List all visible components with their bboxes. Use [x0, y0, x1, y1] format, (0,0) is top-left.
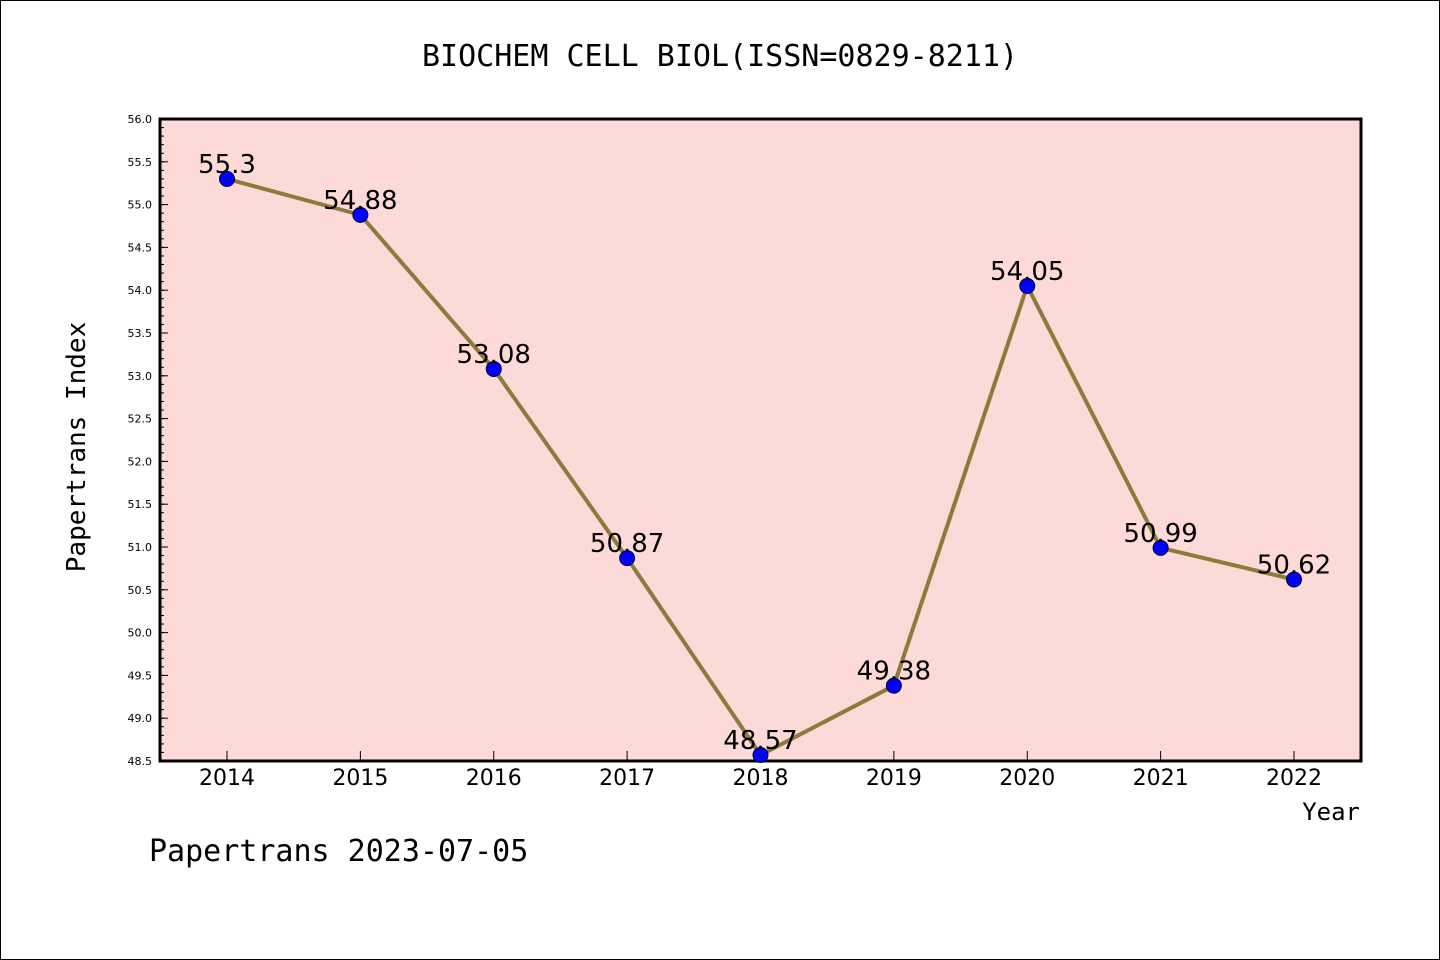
chart-title: BIOCHEM CELL BIOL(ISSN=0829-8211) [422, 39, 1018, 74]
y-tick-label: 51.0 [128, 541, 153, 554]
y-tick-label: 50.5 [128, 584, 153, 597]
data-point [1019, 277, 1036, 294]
data-label: 55.3 [198, 150, 256, 180]
y-tick-label: 53.0 [128, 370, 153, 383]
y-tick-label: 51.5 [128, 498, 153, 511]
y-tick-label: 52.0 [128, 455, 153, 468]
data-label: 50.62 [1257, 551, 1331, 581]
y-tick-label: 49.0 [128, 712, 153, 725]
data-markers [219, 170, 1302, 764]
y-tick-label: 55.5 [128, 156, 153, 169]
y-axis-ticks: 48.5 49.0 49.5 50.0 50.5 51.0 51.5 52.0 52.5 53.0… [128, 113, 168, 768]
data-label: 54.05 [990, 257, 1064, 287]
y-tick-label: 52.5 [128, 413, 153, 426]
plot-area [158, 117, 1363, 763]
data-point [619, 550, 636, 567]
data-label: 50.99 [1123, 519, 1197, 549]
data-point [1152, 539, 1169, 556]
y-tick-label: 55.0 [128, 199, 153, 212]
y-tick-label: 54.5 [128, 241, 153, 254]
data-label: 48.57 [723, 726, 797, 756]
data-point [485, 360, 502, 377]
x-tick-label: 2017 [599, 766, 655, 791]
x-tick-label: 2015 [332, 766, 388, 791]
data-point [352, 206, 369, 223]
x-axis-label: Year [1302, 798, 1360, 826]
y-tick-label: 56.0 [128, 113, 153, 126]
y-tick-label: 48.5 [128, 755, 153, 768]
y-tick-label: 53.5 [128, 327, 153, 340]
data-label: 54.88 [323, 186, 397, 216]
x-tick-label: 2020 [999, 766, 1055, 791]
x-axis-ticks: 2014 2015 2016 2017 2018 2019 2020 2021 2022 [199, 751, 1322, 791]
data-label: 50.87 [590, 529, 664, 559]
data-labels: 55.3 54.88 53.08 50.87 48.57 49.38 54.05 50.99 5… [198, 150, 1331, 756]
y-tick-label: 54.0 [128, 284, 153, 297]
data-point [752, 747, 769, 764]
data-point [219, 170, 235, 187]
x-tick-label: 2014 [199, 766, 255, 791]
x-tick-label: 2021 [1133, 766, 1189, 791]
x-tick-label: 2018 [733, 766, 789, 791]
data-label: 53.08 [457, 340, 531, 370]
data-point [885, 677, 902, 694]
data-label: 49.38 [857, 657, 931, 687]
y-axis-label: Papertrans Index [62, 322, 92, 572]
y-tick-label: 50.0 [128, 627, 153, 640]
x-tick-label: 2019 [866, 766, 922, 791]
x-tick-label: 2022 [1266, 766, 1322, 791]
footer-credit: Papertrans 2023-07-05 [149, 834, 529, 869]
data-point [1286, 571, 1302, 588]
x-tick-label: 2016 [466, 766, 522, 791]
y-tick-label: 49.5 [128, 669, 153, 682]
